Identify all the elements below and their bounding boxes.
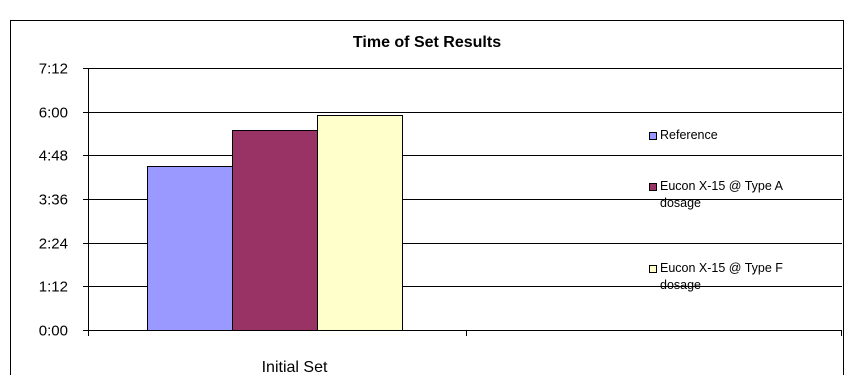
bar (317, 115, 403, 331)
legend-label-line: Eucon X-15 @ Type F (660, 261, 783, 275)
y-tick-label: 4:48 (39, 148, 68, 165)
legend-label-line: dosage (660, 196, 701, 210)
legend-swatch (649, 183, 657, 191)
legend-label: Reference (660, 128, 718, 142)
y-tick-label: 1:12 (39, 279, 68, 296)
bar (147, 166, 233, 331)
x-category-label: Initial Set (262, 359, 328, 375)
y-tick-label: 0:00 (39, 323, 68, 340)
axes (83, 68, 842, 336)
chart-area-border (10, 20, 844, 375)
legend-label-line: Eucon X-15 @ Type A (660, 179, 784, 193)
y-tick-label: 7:12 (39, 61, 68, 78)
chart-title: Time of Set Results (353, 34, 501, 51)
legend-label-line: dosage (660, 278, 701, 292)
y-tick-label: 3:36 (39, 192, 68, 209)
legend-label-line: Reference (660, 128, 718, 142)
legend-swatch (649, 132, 657, 140)
legend-label: Eucon X-15 @ Type F dosage (660, 261, 783, 292)
y-tick-label: 6:00 (39, 105, 68, 122)
bars (147, 115, 403, 331)
y-tick-label: 2:24 (39, 236, 68, 253)
bar (232, 130, 318, 331)
legend-swatch (649, 265, 657, 273)
legend-label: Eucon X-15 @ Type A dosage (660, 179, 784, 210)
y-tick-labels: 0:00 1:12 2:24 3:36 4:48 6:00 7:12 (39, 61, 68, 340)
x-category-labels: Initial Set (262, 359, 328, 375)
